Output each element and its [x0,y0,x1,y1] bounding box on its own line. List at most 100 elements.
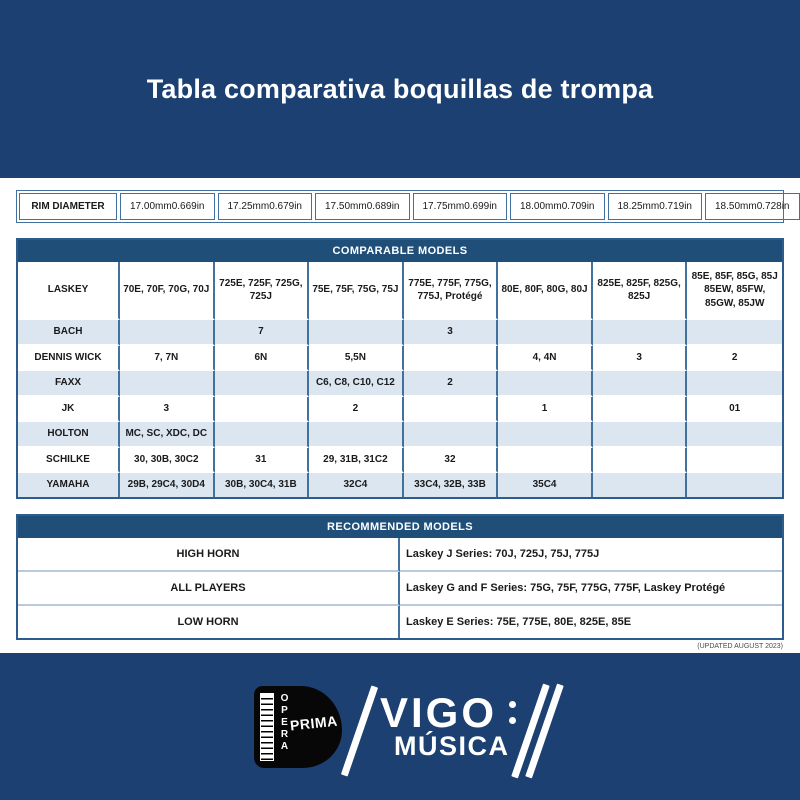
table-header-row: COMPARABLE MODELS [18,240,782,262]
rim-inch: 0.709in [561,201,595,212]
updated-date-note: (UPDATED AUGUST 2023) [697,642,783,650]
brand-cell: YAMAHA [18,473,120,497]
model-cell [687,371,782,397]
model-cell [120,320,215,346]
rim-cell: 17.00mm 0.669in [120,193,215,220]
table-row: FAXX C6, C8, C10, C12 2 [18,371,782,397]
model-cell [309,422,404,448]
model-cell: 2 [687,346,782,371]
table-row: ALL PLAYERS Laskey G and F Series: 75G, … [18,571,782,606]
model-cell: 4, 4N [498,345,593,371]
model-cell [309,320,404,346]
model-cell [214,422,310,448]
model-cell: 85E, 85F, 85G, 85J 85EW, 85FW, 85GW, 85J… [687,262,782,320]
model-cell [592,447,688,473]
rim-diameter-table: RIM DIAMETER 17.00mm 0.669in 17.25mm 0.6… [16,190,800,223]
rim-diameter-label: RIM DIAMETER [19,193,117,220]
model-cell [592,396,688,422]
slash-decoration-icon [340,684,379,777]
model-cell: 31 [214,447,310,473]
vigo-musica-wordmark: VIGO MÚSICA [340,683,564,778]
model-cell [592,473,688,497]
table-row: LOW HORN Laskey E Series: 75E, 775E, 80E… [18,605,782,638]
rim-cell: 17.25mm 0.679in [217,193,312,220]
model-cell: 35C4 [498,473,593,497]
model-cell: 29B, 29C4, 30D4 [120,473,215,497]
brand-cell: FAXX [18,371,120,397]
piano-keys-icon [259,692,274,761]
musica-text: MÚSICA [393,730,510,761]
rim-mm: 17.75mm [422,201,465,212]
model-cell [687,320,782,346]
model-cell: 70E, 70F, 70G, 70J [120,262,215,320]
model-cell: 3 [120,396,215,422]
model-cell: 5,5N [309,345,404,371]
model-cell: C6, C8, C10, C12 [309,371,404,397]
model-cell [120,371,215,397]
model-cell [592,422,688,448]
rim-cell: 18.00mm 0.709in [510,193,605,220]
recommendation-label: HIGH HORN [18,537,400,572]
rim-mm: 17.50mm [325,201,367,212]
brand-cell: BACH [18,320,120,346]
model-cell: 1 [498,396,593,422]
page-title: Tabla comparativa boquillas de trompa [146,73,654,104]
table-row: BACH 7 3 [18,320,782,346]
table-row: DENNIS WICK 7, 7N 6N 5,5N 4, 4N 3 2 [18,345,782,371]
table-row: YAMAHA 29B, 29C4, 30D4 30B, 30C4, 31B 32… [18,473,782,497]
model-cell [592,371,688,397]
content-panel: RIM DIAMETER 17.00mm 0.669in 17.25mm 0.6… [0,178,800,653]
rim-cell: 18.25mm 0.719in [607,193,702,220]
table-row: LASKEY 70E, 70F, 70G, 70J 725E, 725F, 72… [18,262,782,320]
model-cell: 2 [309,396,404,422]
opera-vertical-text: OPERA [278,692,290,753]
recommendation-label: ALL PLAYERS [18,571,400,606]
rim-mm: 18.25mm [617,201,660,212]
model-cell: 01 [687,397,782,422]
brand-cell: LASKEY [18,262,120,320]
model-cell [214,396,310,422]
recommendation-label: LOW HORN [18,605,400,638]
table-row: HIGH HORN Laskey J Series: 70J, 725J, 75… [18,537,782,572]
model-cell: 7 [214,320,310,346]
model-cell [403,422,499,448]
model-cell: 725E, 725F, 725G, 725J [214,262,310,320]
model-cell [592,320,688,346]
recommendation-value: Laskey E Series: 75E, 775E, 80E, 825E, 8… [406,615,632,628]
brand-cell: JK [18,396,120,422]
title-band: Tabla comparativa boquillas de trompa [0,0,800,178]
brand-cell: SCHILKE [18,447,120,473]
model-cell: 80E, 80F, 80G, 80J [498,262,593,320]
model-cell: 3 [403,320,499,346]
model-cell: 75E, 75F, 75G, 75J [309,262,404,320]
model-cell [498,447,593,473]
rim-mm: 18.50mm [715,201,757,212]
rim-inch: 0.679in [269,201,302,212]
model-cell [687,473,782,497]
model-cell [687,422,782,448]
model-cell [498,320,593,346]
model-cell: 32C4 [309,473,404,497]
vigo-text: VIGO [379,688,498,736]
rim-inch: 0.728in [756,201,790,212]
model-cell [687,448,782,473]
rim-mm: 18.00mm [520,201,562,212]
rim-cell: 18.50mm 0.728in [705,193,800,220]
comparable-models-table: COMPARABLE MODELS LASKEY 70E, 70F, 70G, … [16,238,784,499]
rim-inch: 0.689in [366,201,400,212]
model-cell: 7, 7N [120,345,215,371]
table-header-row: RECOMMENDED MODELS [18,515,782,538]
recommended-models-header: RECOMMENDED MODELS [18,515,782,538]
model-cell [214,371,310,397]
model-cell: 775E, 775F, 775G, 775J, Protégé [403,262,499,320]
model-cell: 32 [403,447,499,473]
model-cell: 33C4, 32B, 33B [403,473,499,497]
rim-mm: 17.25mm [227,201,270,212]
model-cell [498,371,593,397]
recommended-models-table: RECOMMENDED MODELS HIGH HORN Laskey J Se… [16,513,784,640]
footer: OPERA PRIMA VIGO MÚSICA [0,653,800,800]
prima-text: PRIMA [289,712,339,733]
rim-cell: 17.75mm 0.699in [412,193,507,220]
rim-mm: 17.00mm [130,201,172,212]
recommendation-value: Laskey G and F Series: 75G, 75F, 775G, 7… [400,572,782,606]
